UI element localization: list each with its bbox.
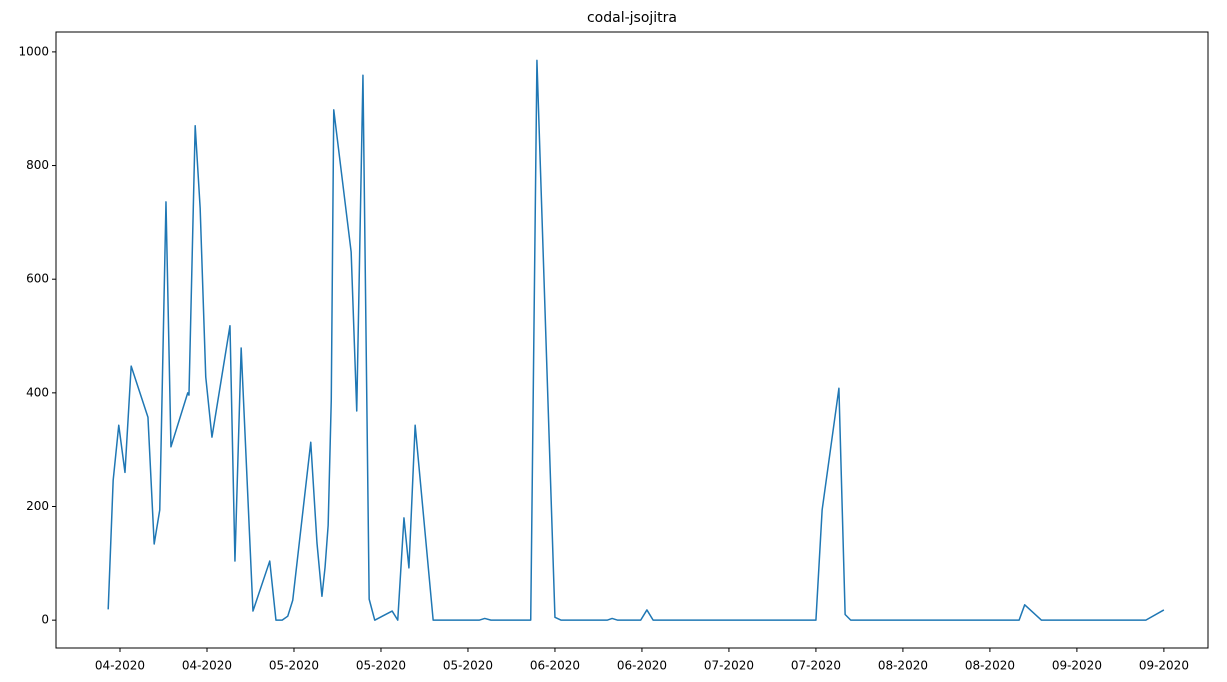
x-tick-label: 05-2020 [269,659,319,673]
x-tick-label: 09-2020 [1052,659,1102,673]
plot-frame [55,31,1209,649]
x-tick-label: 08-2020 [965,659,1015,673]
x-tick-label: 08-2020 [878,659,928,673]
x-tick-label: 04-2020 [182,659,232,673]
y-tick-label: 600 [26,272,49,286]
x-tick-label: 06-2020 [530,659,580,673]
x-tick-label: 07-2020 [704,659,754,673]
x-tick-label: 07-2020 [791,659,841,673]
line-series [107,59,1165,621]
y-tick-label: 200 [26,499,49,513]
y-tick-label: 800 [26,158,49,172]
x-tick-label: 04-2020 [95,659,145,673]
y-tick-label: 1000 [18,44,49,58]
x-tick-label: 05-2020 [443,659,493,673]
x-tick-label: 05-2020 [356,659,406,673]
x-tick-label: 06-2020 [617,659,667,673]
x-tick-label: 09-2020 [1139,659,1189,673]
chart-title: codal-jsojitra [587,10,677,26]
y-tick-label: 400 [26,385,49,399]
y-tick-label: 0 [41,613,49,627]
